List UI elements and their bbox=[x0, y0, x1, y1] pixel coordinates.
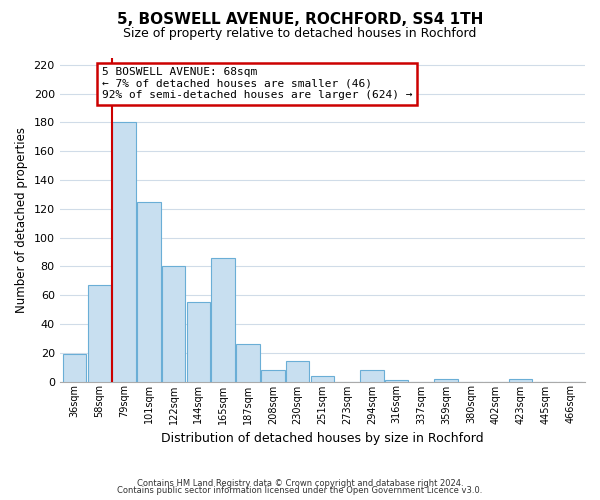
Bar bbox=[88, 285, 111, 382]
Bar bbox=[509, 378, 532, 382]
Bar bbox=[211, 258, 235, 382]
Bar bbox=[385, 380, 409, 382]
Text: Contains public sector information licensed under the Open Government Licence v3: Contains public sector information licen… bbox=[118, 486, 482, 495]
Bar bbox=[261, 370, 284, 382]
Bar bbox=[236, 344, 260, 382]
Bar bbox=[286, 362, 310, 382]
Text: 5 BOSWELL AVENUE: 68sqm
← 7% of detached houses are smaller (46)
92% of semi-det: 5 BOSWELL AVENUE: 68sqm ← 7% of detached… bbox=[101, 67, 412, 100]
Bar bbox=[112, 122, 136, 382]
Bar bbox=[137, 202, 161, 382]
Y-axis label: Number of detached properties: Number of detached properties bbox=[15, 126, 28, 312]
Bar bbox=[187, 302, 210, 382]
Bar bbox=[63, 354, 86, 382]
Bar bbox=[434, 378, 458, 382]
Text: Contains HM Land Registry data © Crown copyright and database right 2024.: Contains HM Land Registry data © Crown c… bbox=[137, 478, 463, 488]
Bar bbox=[360, 370, 383, 382]
X-axis label: Distribution of detached houses by size in Rochford: Distribution of detached houses by size … bbox=[161, 432, 484, 445]
Bar bbox=[162, 266, 185, 382]
Text: Size of property relative to detached houses in Rochford: Size of property relative to detached ho… bbox=[124, 28, 476, 40]
Bar bbox=[311, 376, 334, 382]
Text: 5, BOSWELL AVENUE, ROCHFORD, SS4 1TH: 5, BOSWELL AVENUE, ROCHFORD, SS4 1TH bbox=[117, 12, 483, 28]
